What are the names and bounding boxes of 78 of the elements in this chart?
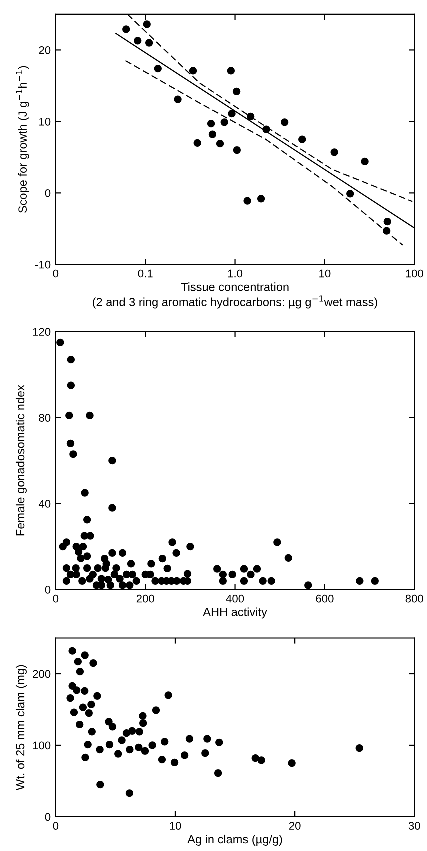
point [118, 736, 126, 744]
x-axis-title: Tissue concentration (2 and 3 ring aromatic hydrocarbons: µg g$^{−1}$wet mass) [93, 282, 378, 309]
x-tick-label: 600 [316, 594, 334, 603]
point [139, 712, 147, 720]
point [141, 747, 150, 755]
x-tick-label: 20 [289, 822, 301, 830]
point [76, 668, 84, 676]
y-tick-label: 40 [38, 500, 51, 508]
point [73, 686, 81, 694]
x-tick-label: 0 [53, 270, 59, 278]
point [135, 744, 143, 752]
x-tick-label: 0 [53, 594, 59, 603]
y-tick-label: 200 [33, 670, 51, 678]
point [181, 752, 189, 760]
y-tick-label: 100 [33, 742, 51, 750]
point [216, 738, 224, 746]
x-axis-title: Ag in clams (µg/g) [188, 834, 282, 846]
point [79, 704, 87, 712]
point [88, 700, 96, 709]
x-tick-label: 1.0 [228, 270, 243, 278]
y-tick-label: 0 [45, 813, 51, 822]
point [288, 760, 296, 768]
point [84, 740, 92, 749]
y-tick-label: 20 [39, 46, 51, 54]
point [96, 780, 104, 789]
point [126, 746, 134, 754]
point [158, 756, 166, 764]
point [88, 728, 96, 736]
point [186, 735, 194, 743]
x-tick-label: 10 [320, 270, 331, 278]
point [161, 738, 169, 746]
point [81, 687, 89, 695]
x-axis-title: AHH activity [203, 608, 268, 619]
y-axis-title: Female gonadosomatic ndex [16, 385, 27, 536]
point [214, 770, 222, 778]
x-tick-label: 200 [136, 594, 154, 603]
point [170, 758, 179, 766]
point [85, 710, 93, 718]
point [114, 750, 122, 758]
point [140, 720, 148, 728]
point [258, 756, 266, 764]
point [76, 720, 84, 729]
y-axis-title: Wt. of 25 mm clam (mg) [16, 665, 27, 791]
point [96, 746, 104, 754]
point [356, 744, 364, 752]
point [204, 735, 212, 743]
point [94, 692, 102, 700]
y-tick-label: 0 [45, 586, 51, 594]
point [164, 692, 172, 700]
x-tick-label: 0.1 [138, 270, 153, 278]
y-tick-label: 10 [40, 118, 51, 126]
y-tick-label: -10 [36, 260, 51, 269]
x-tick-label: 10 [170, 822, 182, 830]
point [70, 708, 78, 716]
point [66, 694, 74, 702]
point [106, 740, 114, 749]
x-tick-label: 100 [406, 270, 424, 278]
point [252, 754, 260, 762]
x-tick-label: 800 [406, 594, 424, 603]
point [68, 647, 76, 655]
y-tick-label: 80 [39, 414, 51, 422]
y-tick-label: 120 [33, 328, 51, 336]
point [74, 658, 82, 666]
point [202, 750, 210, 758]
point [126, 790, 134, 798]
x-tick-label: 30 [408, 822, 420, 830]
point [81, 652, 89, 660]
point [148, 742, 156, 750]
x-tick-label: 400 [226, 594, 244, 603]
point [108, 723, 117, 731]
y-tick-label: 0 [45, 189, 51, 198]
point [128, 727, 136, 735]
y-axis-title: Scope for growth (J g$^{−1}$h$^{−1}$) [16, 66, 30, 214]
x-tick-label: 0 [53, 822, 59, 830]
point [136, 728, 144, 736]
point [90, 659, 98, 668]
point [152, 706, 160, 714]
point [82, 754, 90, 762]
